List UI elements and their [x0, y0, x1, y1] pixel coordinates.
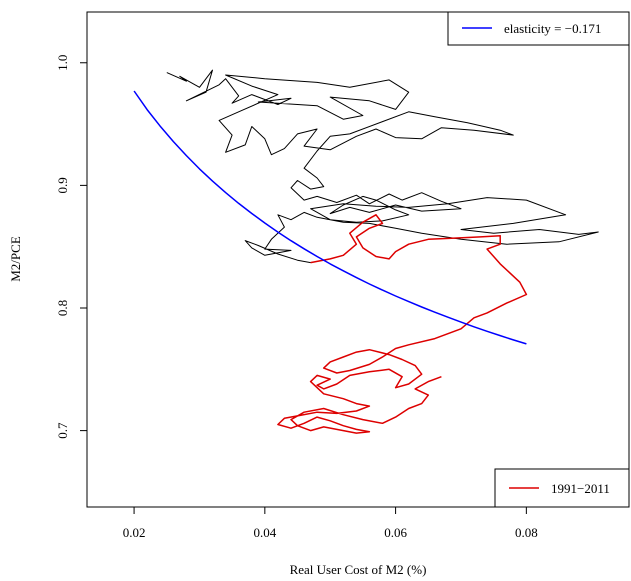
y-tick-label: 0.7 [55, 422, 70, 439]
plot-frame [86, 11, 630, 508]
legend-bottom-right: 1991−2011 [494, 468, 630, 508]
x-tick-label: 0.02 [123, 525, 146, 540]
series-layer [133, 69, 599, 434]
x-tick-label: 0.06 [384, 525, 407, 540]
x-tick-label: 0.04 [253, 525, 276, 540]
y-tick-label: 0.8 [55, 300, 70, 316]
x-axis: 0.02 0.04 0.06 0.08 [123, 507, 538, 540]
series-line-1 [166, 69, 599, 264]
legend-label-elasticity: elasticity = −0.171 [504, 21, 601, 36]
y-tick-label: 0.9 [55, 177, 70, 193]
x-axis-title: Real User Cost of M2 (%) [290, 562, 427, 577]
y-axis-title: M2/PCE [8, 236, 23, 282]
legend-label-period: 1991−2011 [551, 481, 610, 496]
series-line-3 [133, 90, 527, 345]
x-tick-label: 0.08 [515, 525, 538, 540]
y-axis: 0.7 0.8 0.9 1.0 [55, 55, 87, 439]
legend-top-right: elasticity = −0.171 [447, 11, 630, 46]
series-line-2 [277, 214, 528, 434]
y-tick-label: 1.0 [55, 55, 70, 71]
